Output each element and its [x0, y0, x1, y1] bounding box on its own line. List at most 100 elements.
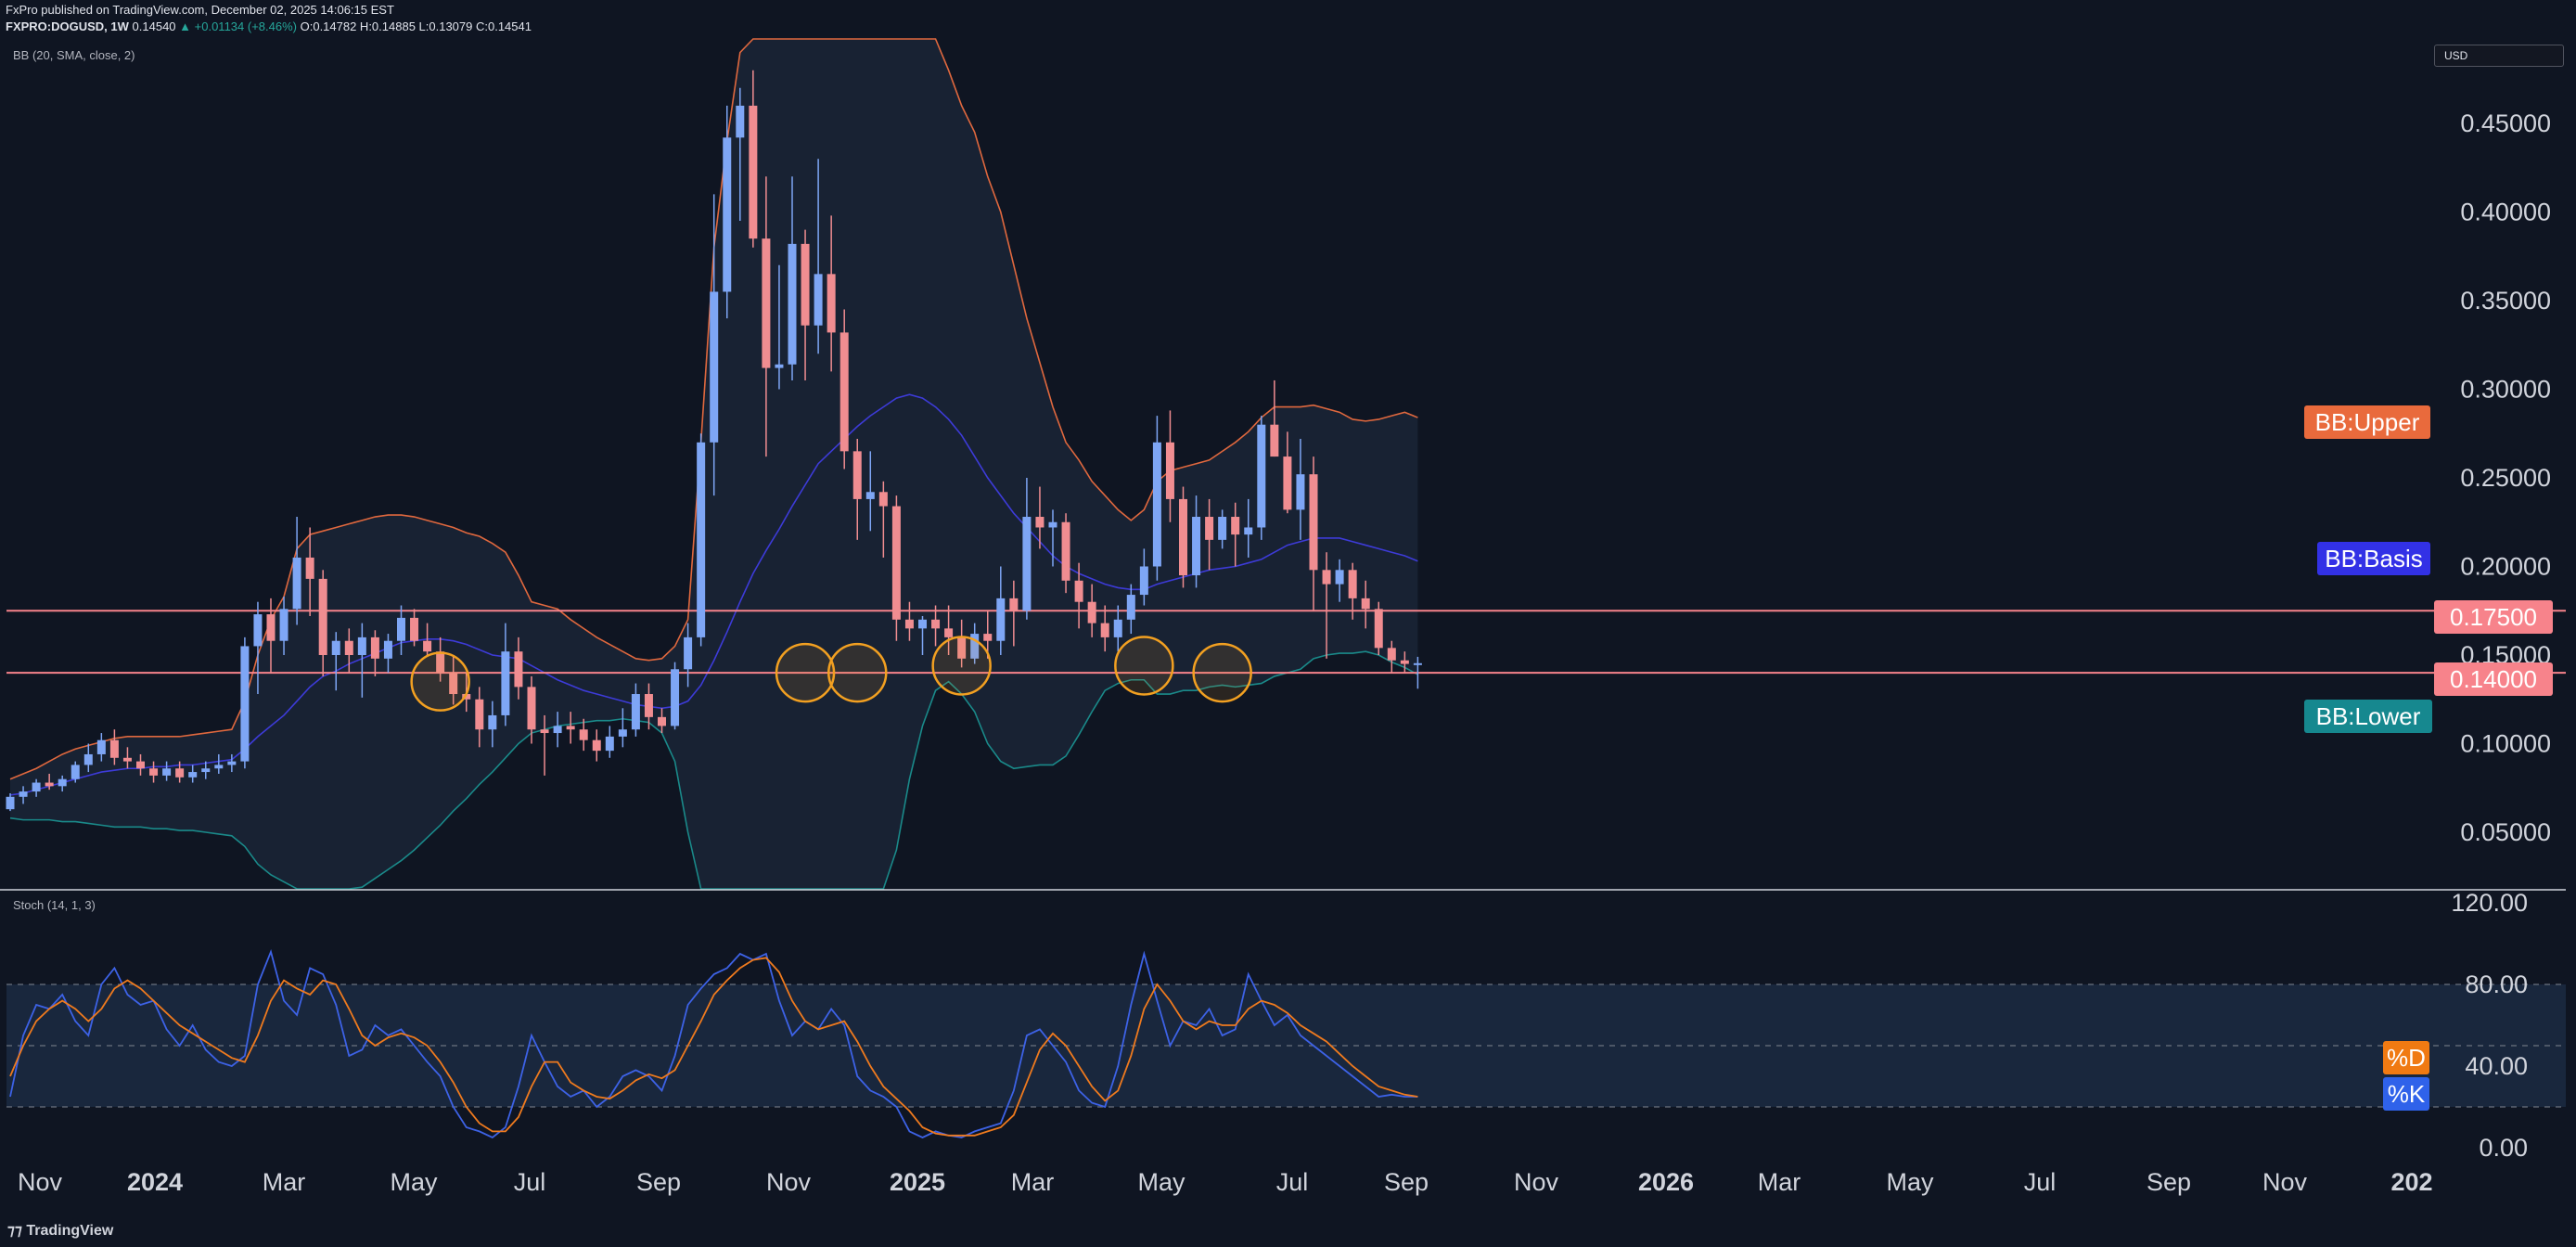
candle-body [671, 669, 680, 726]
candle-body [1100, 623, 1109, 637]
x-tick-label: 2024 [127, 1168, 183, 1196]
x-tick-label: Mar [1011, 1168, 1055, 1196]
symbol-line: FXPRO:DOGUSD, 1W 0.14540 ▲ +0.01134 (+8.… [6, 19, 532, 33]
x-tick-label: Nov [766, 1168, 812, 1196]
candle-body [1022, 517, 1032, 611]
candle-body [605, 736, 614, 752]
price-tick-label: 0.25000 [2460, 464, 2551, 492]
stoch-k-label: %K [2388, 1080, 2426, 1108]
candle-body [1113, 619, 1122, 637]
candle-body [1218, 517, 1227, 540]
candle-body [1152, 442, 1161, 567]
symbol: FXPRO:DOGUSD, 1W [6, 19, 129, 33]
candle-body [631, 694, 640, 730]
candle-body [618, 729, 627, 737]
candle-body [1061, 521, 1070, 581]
price-tick-label: 0.30000 [2460, 376, 2551, 404]
x-tick-label: Nov [18, 1168, 63, 1196]
level-label-0.17500: 0.17500 [2450, 603, 2537, 631]
candle-body [762, 238, 771, 368]
candle-body [410, 617, 419, 641]
candle-body [423, 640, 432, 652]
candle-body [188, 772, 198, 778]
x-tick-label: Jul [1276, 1168, 1309, 1196]
candle-body [644, 694, 653, 717]
candle-body [1322, 570, 1331, 585]
x-tick-label: May [1137, 1168, 1185, 1196]
bb-upper-label: BB:Upper [2315, 408, 2420, 436]
stoch-d-label: %D [2387, 1044, 2426, 1072]
candle-body [397, 617, 405, 641]
bb-indicator-label[interactable]: BB (20, SMA, close, 2) [13, 48, 135, 62]
candle-body [579, 729, 588, 740]
currency-selector[interactable]: USD [2434, 45, 2564, 67]
candle-body [32, 782, 41, 792]
stoch-indicator-label[interactable]: Stoch (14, 1, 3) [13, 898, 96, 912]
candle-body [6, 796, 15, 810]
price-tick-label: 0.10000 [2460, 730, 2551, 758]
candle-body [331, 640, 340, 655]
candle-body [136, 761, 145, 769]
candle-body [801, 243, 810, 326]
candle-body [540, 729, 549, 734]
highlight-circle [1114, 636, 1174, 696]
x-tick-label: Sep [636, 1168, 681, 1196]
candle-body [736, 105, 745, 138]
candle-body [1335, 570, 1344, 585]
candle-body [1413, 662, 1422, 665]
candle-body [1387, 648, 1396, 661]
candle-body [684, 636, 693, 670]
candle-body [96, 739, 106, 754]
candle-body [1296, 474, 1305, 510]
candle-body [918, 619, 927, 629]
highlight-circle [775, 642, 836, 703]
stoch-tick-label: 40.00 [2465, 1052, 2528, 1080]
candle-body [931, 619, 941, 629]
candle-body [658, 716, 666, 726]
candle-body [788, 243, 797, 365]
candle-body [1126, 595, 1135, 620]
candle-body [1192, 517, 1201, 576]
candle-body [553, 726, 562, 734]
price-tick-label: 0.20000 [2460, 553, 2551, 581]
candle-body [1165, 442, 1174, 499]
tradingview-logo-icon: ⁊⁊ [7, 1223, 27, 1239]
candle-body [449, 673, 458, 695]
candle-body [710, 291, 719, 443]
x-tick-label: Sep [1384, 1168, 1429, 1196]
candle-body [357, 636, 366, 655]
candle-body [1309, 474, 1318, 571]
candle-body [58, 778, 67, 787]
stoch-k-label-bg [2383, 1077, 2429, 1111]
level-label-0.14000: 0.14000 [2450, 665, 2537, 693]
candle-body [970, 634, 980, 659]
ohlc-values: O:0.14782 H:0.14885 L:0.13079 C:0.14541 [300, 19, 532, 33]
x-tick-label: May [390, 1168, 438, 1196]
candle-body [1244, 527, 1253, 535]
candle-body [957, 636, 967, 659]
candle-body [1257, 424, 1266, 528]
x-tick-label: Nov [1514, 1168, 1559, 1196]
candle-body [1231, 517, 1240, 535]
candle-body [1009, 598, 1019, 611]
candle-body [109, 739, 119, 758]
candle-body [240, 646, 250, 762]
candle-body [305, 557, 314, 579]
candle-body [253, 614, 263, 647]
stoch-tick-label: 0.00 [2479, 1134, 2528, 1162]
x-tick-label: 2025 [890, 1168, 945, 1196]
candle-body [566, 726, 575, 730]
x-tick-label: 2026 [1638, 1168, 1694, 1196]
candle-body [292, 557, 301, 610]
axes: 0.45000 0.40000 0.35000 0.30000 0.25000 0.200… [0, 109, 2566, 1196]
bb-lower-label-bg [2304, 700, 2432, 733]
candle-body [1139, 566, 1148, 596]
x-tick-label: Nov [2262, 1168, 2308, 1196]
bb-lower-line [9, 650, 1418, 890]
candle-body [827, 274, 836, 333]
highlight-circle [827, 642, 888, 703]
candle-body [839, 332, 849, 452]
x-tick-label: Mar [1758, 1168, 1801, 1196]
level-label-0.14000-bg [2434, 662, 2553, 696]
bb-basis-label-bg [2317, 542, 2430, 575]
